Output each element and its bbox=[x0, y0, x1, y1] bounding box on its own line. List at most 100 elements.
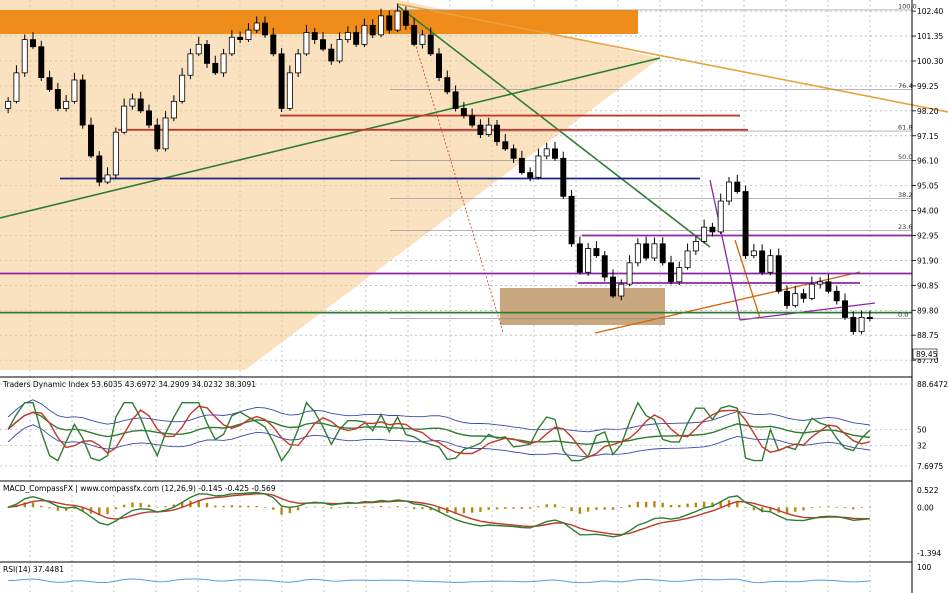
tdi-tick-label: 7.6975 bbox=[917, 462, 943, 471]
candle-body bbox=[419, 34, 426, 45]
macd-histogram-bar bbox=[172, 504, 176, 508]
support-zone bbox=[500, 288, 665, 325]
candle-body bbox=[353, 32, 360, 45]
candle-body bbox=[759, 250, 766, 273]
candle-body bbox=[784, 290, 790, 306]
candle-body bbox=[13, 72, 20, 102]
candle-body bbox=[742, 191, 749, 257]
macd-histogram-bar bbox=[570, 507, 573, 512]
macd-histogram-bar bbox=[388, 506, 391, 508]
macd-histogram-bar bbox=[644, 501, 648, 508]
macd-histogram-bar bbox=[785, 507, 789, 514]
channel-fill bbox=[0, 0, 660, 370]
macd-histogram-bar bbox=[288, 507, 292, 514]
price-tick-label: 101.35 bbox=[917, 32, 943, 41]
candle-body bbox=[701, 226, 708, 242]
macd-tick-label: 0.522 bbox=[917, 486, 939, 495]
candle-body bbox=[576, 243, 583, 273]
candle-body bbox=[179, 74, 186, 102]
price-tick-label: 100.30 bbox=[917, 57, 943, 66]
macd-histogram-bar bbox=[860, 507, 863, 509]
pattern-line bbox=[709, 179, 741, 321]
candle-body bbox=[709, 226, 716, 233]
candle-body bbox=[460, 108, 467, 116]
macd-histogram-bar bbox=[296, 507, 300, 511]
macd-histogram-bar bbox=[280, 507, 283, 515]
macd-histogram-bar bbox=[702, 501, 706, 508]
candle-body bbox=[808, 283, 815, 299]
fib-level-label: 23.6 bbox=[898, 223, 912, 231]
candle-body bbox=[585, 248, 592, 273]
macd-histogram-bar bbox=[421, 507, 424, 510]
macd-tick-label: -1.394 bbox=[917, 549, 941, 558]
price-tick-label: 90.85 bbox=[917, 281, 939, 290]
triangle-lower-line bbox=[739, 302, 876, 321]
macd-histogram-bar bbox=[23, 502, 26, 508]
candle-body bbox=[220, 53, 227, 74]
macd-histogram-bar bbox=[437, 507, 441, 513]
macd-histogram-bar bbox=[230, 505, 234, 508]
macd-histogram-bar bbox=[628, 504, 631, 508]
candle-body bbox=[21, 39, 28, 74]
macd-histogram-bar bbox=[694, 502, 698, 508]
candle-body bbox=[825, 281, 832, 292]
candle-body bbox=[79, 79, 86, 126]
candle-body bbox=[734, 181, 741, 192]
candle-body bbox=[402, 10, 409, 26]
fib-level-label: 50.0 bbox=[898, 153, 912, 161]
candle-body bbox=[568, 195, 575, 245]
macd-plot bbox=[6, 491, 872, 538]
tdi-tick-label: 88.6472 bbox=[917, 380, 948, 389]
candle-body bbox=[817, 281, 824, 285]
candle-body bbox=[5, 100, 12, 109]
candle-body bbox=[187, 53, 194, 76]
macd-histogram-bar bbox=[114, 507, 118, 510]
candle-body bbox=[494, 124, 500, 143]
candle-body bbox=[668, 262, 674, 283]
macd-histogram-bar bbox=[528, 507, 532, 509]
candle-body bbox=[767, 255, 774, 273]
descending-trendline-orange bbox=[397, 3, 948, 113]
candle-body bbox=[262, 22, 268, 36]
candle-body bbox=[38, 46, 45, 79]
macd-histogram-bar bbox=[711, 502, 714, 508]
candle-body bbox=[643, 243, 650, 259]
rsi-line bbox=[8, 578, 870, 584]
fib-level-label: 38.2 bbox=[898, 191, 912, 199]
candle-body bbox=[651, 243, 658, 259]
macd-histogram-bar bbox=[603, 507, 606, 510]
candle-body bbox=[800, 293, 807, 299]
candle-body bbox=[833, 290, 840, 302]
macd-histogram-bar bbox=[852, 507, 855, 510]
candle-body bbox=[369, 24, 376, 36]
macd-signal-line bbox=[8, 493, 870, 536]
macd-histogram-bar bbox=[752, 507, 756, 511]
last-price-box bbox=[912, 348, 938, 360]
macd-histogram-bar bbox=[794, 507, 797, 512]
macd-histogram-bar bbox=[247, 505, 250, 508]
fib-level-label: 61.8 bbox=[898, 124, 912, 132]
macd-histogram-bar bbox=[835, 506, 838, 508]
price-tick-label: 98.20 bbox=[917, 107, 939, 116]
candle-body bbox=[270, 34, 277, 55]
macd-histogram-bar bbox=[396, 506, 399, 508]
macd-histogram-bar bbox=[98, 507, 101, 516]
candle-body bbox=[527, 172, 534, 178]
candle-body bbox=[692, 241, 699, 252]
candle-body bbox=[378, 15, 384, 36]
candle-body bbox=[195, 43, 202, 55]
descending-trendline-green bbox=[397, 5, 711, 248]
macd-histogram-bar bbox=[504, 507, 507, 509]
macd-histogram-bar bbox=[810, 507, 814, 509]
macd-histogram-bar bbox=[562, 507, 565, 508]
candle-body bbox=[610, 276, 616, 297]
candle-body bbox=[311, 32, 318, 41]
price-tick-label: 94.00 bbox=[917, 207, 939, 216]
candlesticks bbox=[5, 3, 873, 335]
candle-body bbox=[518, 157, 525, 173]
candle-body bbox=[552, 148, 558, 159]
macd-histogram-bar bbox=[769, 507, 772, 512]
candle-body bbox=[485, 124, 492, 135]
macd-histogram-bar bbox=[139, 502, 142, 508]
